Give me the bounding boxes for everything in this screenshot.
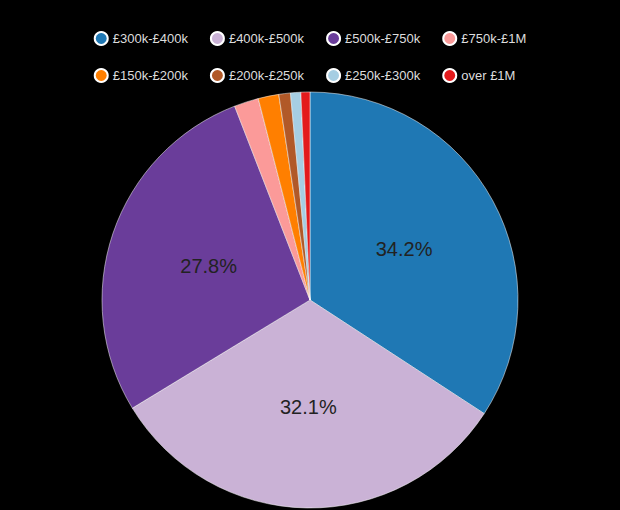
svg-text:32.1%: 32.1%: [280, 396, 337, 418]
svg-text:£300k-£400k: £300k-£400k: [113, 31, 189, 46]
svg-text:£150k-£200k: £150k-£200k: [113, 68, 189, 83]
svg-text:£250k-£300k: £250k-£300k: [345, 68, 421, 83]
svg-text:£750k-£1M: £750k-£1M: [461, 31, 526, 46]
svg-text:34.2%: 34.2%: [376, 238, 433, 260]
svg-text:over £1M: over £1M: [461, 68, 515, 83]
svg-text:£200k-£250k: £200k-£250k: [229, 68, 305, 83]
svg-text:27.8%: 27.8%: [180, 255, 237, 277]
svg-text:£400k-£500k: £400k-£500k: [229, 31, 305, 46]
svg-text:£500k-£750k: £500k-£750k: [345, 31, 421, 46]
